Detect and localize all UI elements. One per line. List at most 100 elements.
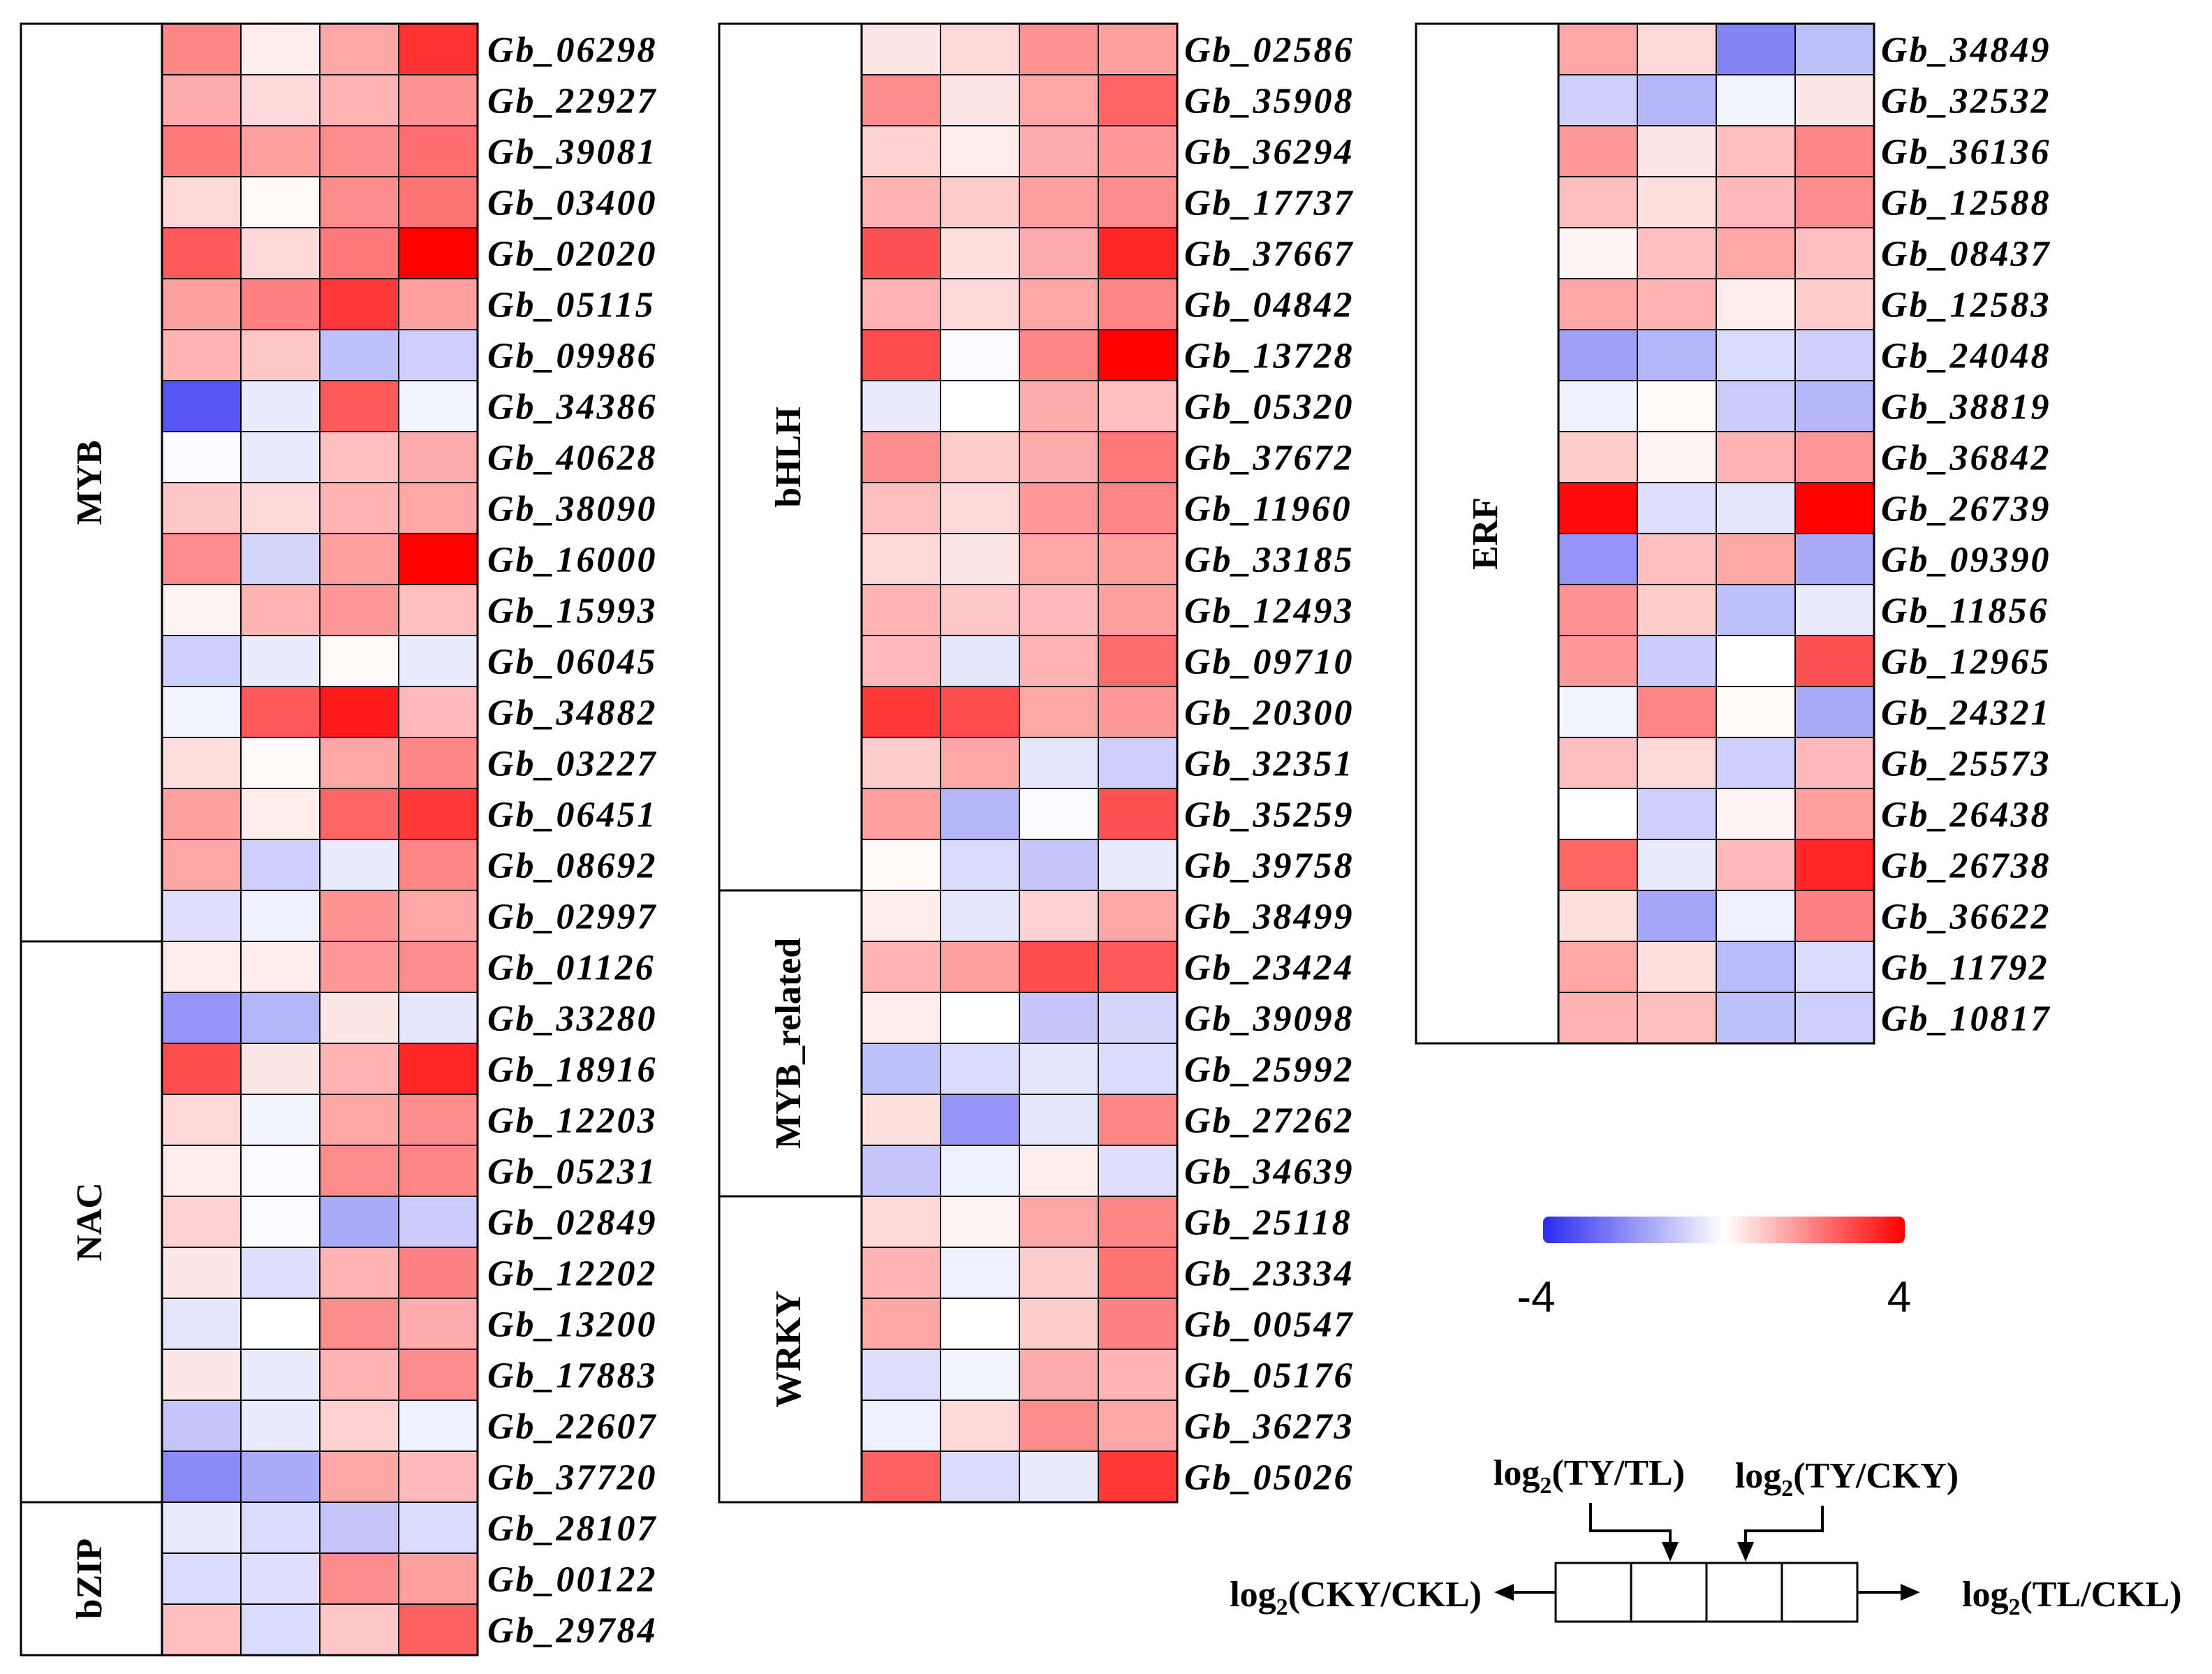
heatmap-cell	[1019, 1145, 1099, 1197]
heatmap-cell	[240, 992, 320, 1044]
gene-label: Gb_26438	[1881, 795, 2051, 835]
column-key-legend: log2(CKY/CKL) log2(TL/CKL) log2(TY/TL) l…	[1230, 1453, 2182, 1623]
heatmap-cell	[1794, 23, 1875, 75]
heatmap-cell	[1558, 737, 1638, 789]
heatmap-cell	[861, 278, 941, 330]
family-label: bZIP	[70, 1539, 110, 1620]
heatmap-cell	[161, 1298, 242, 1350]
heatmap-cell	[1098, 635, 1178, 687]
gene-label: Gb_39758	[1184, 846, 1355, 886]
color-scale-bar	[1543, 1217, 1905, 1243]
heatmap-cell	[940, 737, 1020, 789]
heatmap-cell	[1558, 23, 1638, 75]
heatmap-cell	[161, 278, 242, 330]
gene-label: Gb_24048	[1881, 337, 2051, 376]
heatmap-cell	[940, 23, 1020, 75]
heatmap-cell	[1558, 431, 1638, 483]
heatmap-cell	[1098, 890, 1178, 942]
heatmap-cell	[319, 1094, 399, 1146]
heatmap-cell	[1019, 533, 1099, 585]
gene-label: Gb_39098	[1184, 999, 1355, 1039]
gene-label: Gb_37672	[1184, 439, 1355, 478]
heatmap-cell	[1098, 992, 1178, 1044]
gene-label: Gb_12202	[487, 1254, 658, 1294]
gene-label: Gb_06298	[487, 31, 658, 71]
gene-label: Gb_23424	[1184, 948, 1355, 988]
heatmap-cell	[161, 227, 242, 279]
heatmap-cell	[319, 1298, 399, 1350]
heatmap-cell	[1019, 788, 1099, 840]
gene-label: Gb_12965	[1881, 643, 2051, 682]
heatmap-cell	[1794, 125, 1875, 177]
key-top-right-arrowhead	[1737, 1542, 1754, 1562]
heatmap-cell	[861, 584, 941, 636]
heatmap-cell	[940, 1451, 1020, 1503]
heatmap-cell	[1098, 941, 1178, 993]
heatmap-cell	[1098, 1349, 1178, 1401]
heatmap-cell	[1716, 686, 1796, 738]
heatmap-cell	[1794, 890, 1875, 942]
heatmap-cell	[240, 23, 320, 75]
heatmap-cell	[240, 278, 320, 330]
gene-label: Gb_37720	[487, 1458, 658, 1498]
heatmap-cell	[319, 1196, 399, 1248]
gene-label: Gb_04842	[1184, 286, 1355, 325]
heatmap-cell	[1716, 227, 1796, 279]
heatmap-cell	[1716, 890, 1796, 942]
heatmap-cell	[319, 941, 399, 993]
heatmap-cell	[319, 329, 399, 381]
heatmap-cell	[319, 482, 399, 534]
heatmap-cell	[861, 176, 941, 228]
heatmap-cell	[319, 1247, 399, 1299]
heatmap-cell	[1716, 278, 1796, 330]
heatmap-cell	[161, 329, 242, 381]
heatmap-cell	[240, 1502, 320, 1554]
heatmap-cell	[319, 1552, 399, 1605]
heatmap-cell	[398, 1349, 478, 1401]
heatmap-cell	[1794, 431, 1875, 483]
heatmap-cell	[1716, 431, 1796, 483]
heatmap-cell	[1558, 941, 1638, 993]
heatmap-cell	[940, 1349, 1020, 1401]
family-label: WRKY	[769, 1291, 809, 1408]
heatmap-cell	[1794, 533, 1875, 585]
gene-label: Gb_36622	[1881, 897, 2051, 937]
heatmap-cell	[940, 1145, 1020, 1197]
heatmap-cell	[861, 380, 941, 432]
heatmap-cell	[398, 1043, 478, 1095]
heatmap-cell	[940, 125, 1020, 177]
gene-label: Gb_00547	[1184, 1305, 1355, 1345]
gene-label: Gb_12588	[1881, 184, 2051, 223]
heatmap-cell	[398, 1502, 478, 1554]
gene-label: Gb_05320	[1184, 388, 1355, 427]
gene-label: Gb_36294	[1184, 133, 1355, 172]
heatmap-border	[860, 22, 1179, 1504]
heatmap-cell	[1716, 329, 1796, 381]
heatmap-cell	[1558, 890, 1638, 942]
gene-label: Gb_38090	[487, 490, 658, 529]
heatmap-cell	[1637, 839, 1717, 891]
heatmap-cell	[1019, 992, 1099, 1044]
heatmap-cell	[319, 1349, 399, 1401]
gene-label: Gb_25992	[1184, 1050, 1355, 1090]
heatmap-cell	[1637, 635, 1717, 687]
heatmap-cell	[1716, 941, 1796, 993]
heatmap-cell	[1794, 176, 1875, 228]
heatmap-panels: MYB Gb_06298 Gb_22927 Gb_39081 Gb_03400 Gb_02…	[20, 22, 2051, 1657]
heatmap-cell	[1794, 788, 1875, 840]
heatmap-cell	[240, 533, 320, 585]
heatmap-cell	[161, 1400, 242, 1452]
heatmap-cell	[161, 1043, 242, 1095]
heatmap-cell	[940, 329, 1020, 381]
family-label: bHLH	[769, 406, 809, 508]
heatmap-cell	[1558, 329, 1638, 381]
heatmap-cell	[398, 1298, 478, 1350]
family-label: NAC	[70, 1182, 110, 1261]
heatmap-cell	[1637, 482, 1717, 534]
heatmap-cell	[1637, 176, 1717, 228]
heatmap-cell	[319, 890, 399, 942]
heatmap-cell	[161, 533, 242, 585]
heatmap-cell	[240, 329, 320, 381]
heatmap-cell	[1716, 737, 1796, 789]
key-top-right-label: log2(TY/CKY)	[1735, 1456, 1959, 1502]
